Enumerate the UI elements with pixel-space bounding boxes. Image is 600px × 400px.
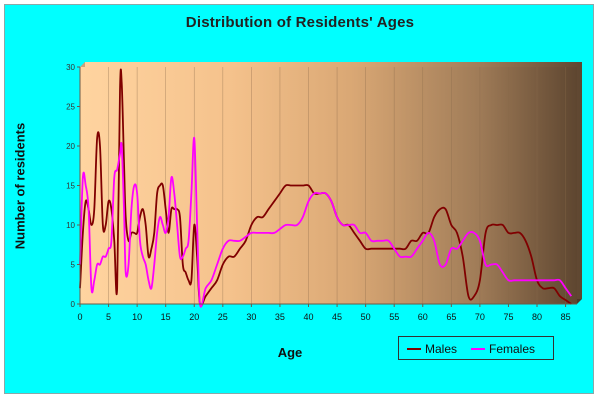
x-tick-label-70: 70 [475, 312, 485, 322]
x-tick-label-35: 35 [275, 312, 285, 322]
legend-swatch-1 [471, 348, 485, 350]
legend: Males Females [398, 336, 554, 360]
x-tick-label-20: 20 [189, 312, 199, 322]
x-tick-label-10: 10 [132, 312, 142, 322]
y-tick-label-30: 30 [66, 63, 75, 72]
y-tick-label-0: 0 [71, 300, 76, 309]
x-tick-label-40: 40 [303, 312, 313, 322]
x-tick-label-45: 45 [332, 312, 342, 322]
series-lines [79, 68, 573, 308]
x-axis-label: Age [277, 345, 303, 360]
y-tick-label-10: 10 [66, 221, 75, 230]
legend-label-1: Females [489, 342, 536, 356]
legend-swatch-0 [407, 348, 421, 350]
y-tick-label-20: 20 [66, 142, 75, 151]
x-tick-label-15: 15 [161, 312, 171, 322]
series-line-females [79, 137, 573, 308]
plot-area [80, 62, 582, 304]
x-tick-label-50: 50 [361, 312, 371, 322]
tick-labels: 0 5 10 15 20 25 30 0 5 10 15 20 25 30 35 40 45 50 55 60 65 70… [66, 63, 570, 322]
x-tick-label-75: 75 [503, 312, 513, 322]
x-tick-label-65: 65 [446, 312, 456, 322]
x-tick-label-30: 30 [246, 312, 256, 322]
x-tick-label-55: 55 [389, 312, 399, 322]
series-line-males [79, 68, 572, 307]
y-tick-label-5: 5 [71, 261, 76, 270]
legend-label-0: Males [425, 342, 458, 356]
x-tick-label-85: 85 [561, 312, 571, 322]
x-tick-label-5: 5 [106, 312, 111, 322]
chart-title: Distribution of Residents' Ages [185, 14, 415, 31]
y-tick-label-15: 15 [66, 182, 75, 191]
x-tick-label-60: 60 [418, 312, 428, 322]
y-tick-label-25: 25 [66, 103, 75, 112]
x-tick-label-25: 25 [218, 312, 228, 322]
x-tick-label-0: 0 [77, 312, 82, 322]
x-tick-label-80: 80 [532, 312, 542, 322]
